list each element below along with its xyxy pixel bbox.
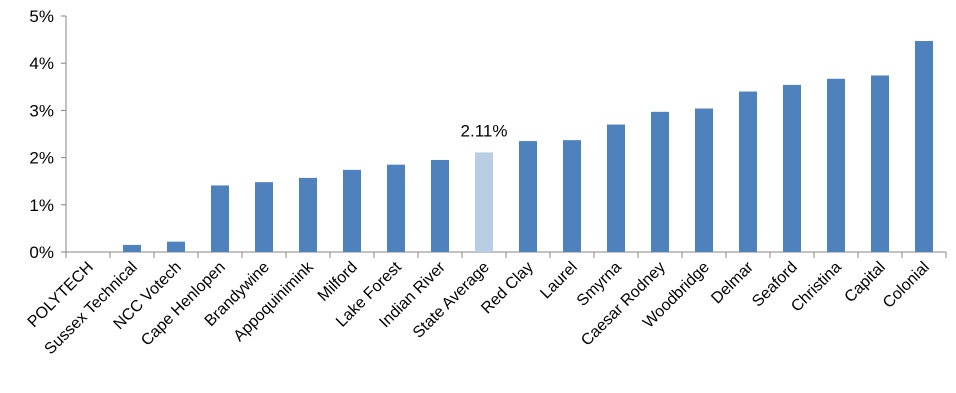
- bar: [475, 152, 493, 252]
- bar: [915, 41, 933, 253]
- bar: [343, 169, 361, 252]
- x-tick-label: Laurel: [537, 259, 580, 302]
- y-tick-label: 5%: [29, 7, 54, 26]
- x-tick-label: Colonial: [880, 259, 933, 312]
- bar: [783, 84, 801, 252]
- bar: [387, 164, 405, 252]
- bar: [607, 124, 625, 252]
- y-tick-label: 2%: [29, 149, 54, 168]
- bar: [695, 108, 713, 253]
- bar: [519, 141, 537, 252]
- bar: [871, 75, 889, 252]
- bar: [563, 140, 581, 252]
- x-tick-label: Appoquinimink: [231, 258, 318, 345]
- bar: [299, 177, 317, 252]
- data-label: 2.11%: [461, 121, 508, 140]
- bar: [827, 78, 845, 252]
- y-tick-label: 0%: [29, 243, 54, 262]
- bar: [431, 159, 449, 252]
- bar: [651, 111, 669, 252]
- bar: [255, 182, 273, 252]
- x-tick-label: State Average: [410, 259, 493, 342]
- y-tick-label: 4%: [29, 54, 54, 73]
- y-tick-label: 3%: [29, 101, 54, 120]
- bar: [739, 91, 757, 253]
- bar: [123, 244, 141, 252]
- bar: [167, 241, 185, 252]
- y-tick-label: 1%: [29, 196, 54, 215]
- bar: [211, 185, 229, 252]
